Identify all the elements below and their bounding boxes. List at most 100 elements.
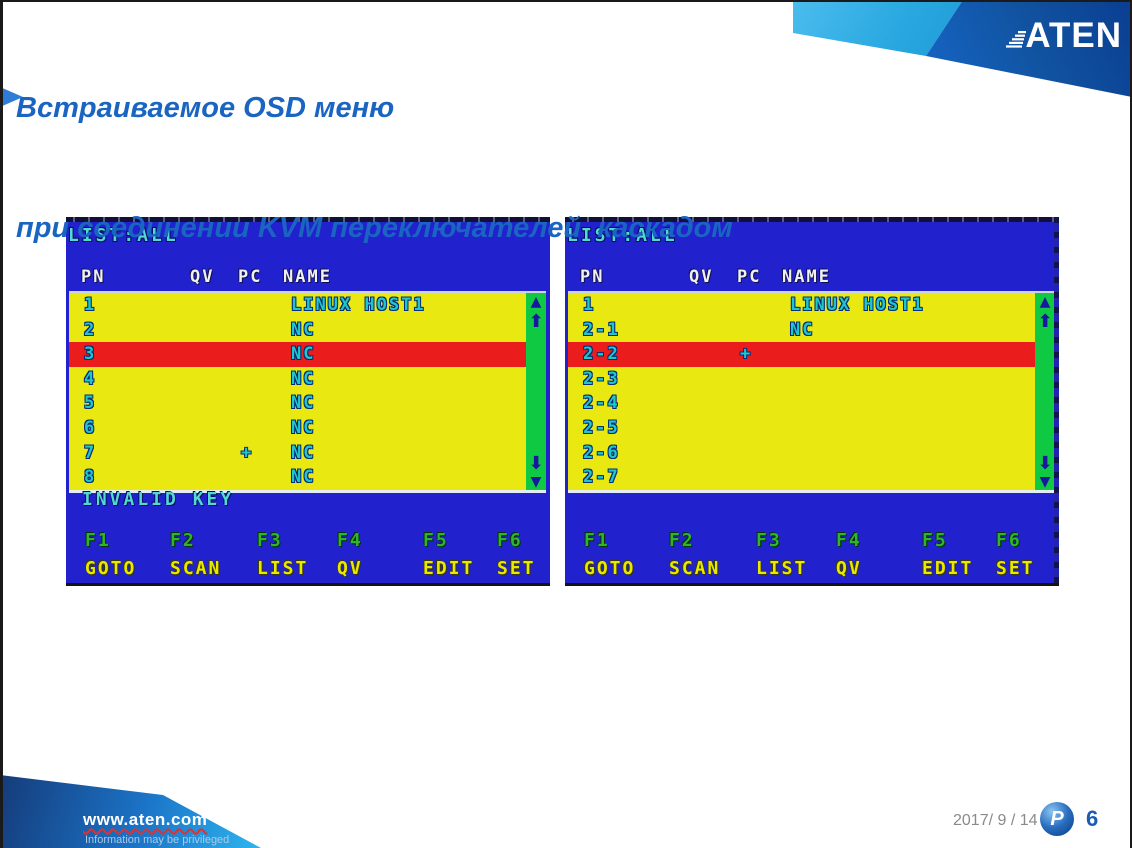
column-header-pc: PC — [238, 267, 263, 287]
function-key-f2: F2 — [669, 530, 695, 551]
aten-logo-stripes-icon — [1006, 31, 1027, 48]
osd-row: 2-6 — [568, 441, 1035, 466]
port-name: NC — [790, 319, 815, 340]
scroll-up-arrow-icon: ⬆ — [528, 311, 544, 332]
port-number: 2-4 — [583, 393, 620, 414]
port-number: 3 — [84, 344, 97, 365]
osd-row: 8 NC — [69, 465, 526, 490]
function-label-goto: GOTO — [584, 558, 636, 579]
osd-row: 5 NC — [69, 391, 526, 416]
scroll-up-arrow-icon: ⬆ — [1037, 311, 1053, 332]
function-label-edit: EDIT — [922, 558, 974, 579]
slide-title-line2: при соединении KVM переключателей каскад… — [16, 212, 733, 244]
osd-row: 2-7 — [568, 465, 1035, 490]
port-number: 6 — [84, 418, 97, 438]
function-label-set: SET — [497, 558, 536, 579]
function-key-f5: F5 — [922, 530, 948, 551]
port-name: LINUX HOST1 — [291, 295, 426, 315]
slide-title: Встраиваемое OSD меню при соединении KVM… — [16, 8, 733, 328]
port-name: NC — [291, 368, 316, 389]
function-label-scan: SCAN — [669, 558, 721, 579]
osd-column-headers: PN QV PC NAME — [66, 267, 550, 289]
port-number: 1 — [84, 295, 97, 315]
port-number: 2-3 — [583, 368, 620, 389]
column-header-pn: PN — [81, 267, 106, 287]
port-number: 2-2 — [583, 344, 620, 365]
port-name: NC — [291, 393, 316, 414]
column-header-name: NAME — [782, 267, 831, 287]
function-label-scan: SCAN — [170, 558, 222, 579]
function-key-f2: F2 — [170, 530, 196, 551]
osd-port-list: ▲ ⬆ ⬇ ▼ 1 LINUX HOST1 2-1 NC 2-2 +2-3 2-4 2-5 2-… — [568, 291, 1055, 493]
function-key-f1: F1 — [85, 530, 111, 551]
osd-screenshot-single: LIST:ALL PN QV PC NAME ▲ ⬆ ⬇ ▼ 1 LINUX HOST1… — [66, 217, 550, 586]
scroll-bottom-triangle-icon: ▼ — [530, 474, 542, 490]
port-name: LINUX HOST1 — [790, 295, 925, 315]
function-key-f5: F5 — [423, 530, 449, 551]
function-key-f4: F4 — [337, 530, 363, 551]
scrollbar: ▲ ⬆ ⬇ ▼ — [1035, 293, 1055, 490]
function-label-list: LIST — [756, 558, 808, 579]
aten-logo: ATEN — [1003, 16, 1122, 56]
column-header-qv: QV — [689, 267, 714, 287]
p-badge-letter: P — [1050, 807, 1064, 830]
port-number: 5 — [84, 393, 97, 414]
function-key-f3: F3 — [257, 530, 283, 551]
osd-row: 1 LINUX HOST1 — [69, 293, 526, 318]
scroll-bottom-triangle-icon: ▼ — [1039, 474, 1051, 490]
pc-online-indicator: + — [740, 344, 753, 365]
function-label-qv: QV — [337, 558, 363, 579]
slide-border-top — [0, 0, 1132, 2]
function-label-goto: GOTO — [85, 558, 137, 579]
scroll-down-arrow-icon: ⬇ — [1037, 453, 1053, 474]
port-number: 2 — [84, 319, 97, 340]
osd-port-list: ▲ ⬆ ⬇ ▼ 1 LINUX HOST1 2 NC 3 NC 4 NC 5 NC 6 NC 7 + NC 8… — [69, 291, 546, 493]
osd-row-selected: 3 NC — [69, 342, 526, 367]
osd-row: 7 + NC — [69, 441, 526, 466]
port-number: 7 — [84, 442, 97, 463]
title-arrow-icon — [0, 87, 23, 107]
osd-row: 2-3 — [568, 367, 1035, 392]
scroll-top-triangle-icon: ▲ — [1039, 294, 1051, 310]
slide-border-right — [1130, 0, 1132, 848]
slide-title-line1: Встраиваемое OSD меню — [16, 92, 395, 124]
osd-row: 6 NC — [69, 416, 526, 441]
column-header-pc: PC — [737, 267, 762, 287]
port-number: 4 — [84, 368, 97, 389]
osd-row: 2-5 — [568, 416, 1035, 441]
function-label-qv: QV — [836, 558, 862, 579]
osd-screenshot-cascaded: LIST:ALL PN QV PC NAME ▲ ⬆ ⬇ ▼ 1 LINUX HOST1… — [565, 217, 1059, 586]
osd-row: 1 LINUX HOST1 — [568, 293, 1035, 318]
port-name: NC — [291, 319, 316, 340]
osd-row: 2-4 — [568, 391, 1035, 416]
aten-website-link[interactable]: www.aten.com — [83, 810, 208, 829]
osd-list-mode-label: LIST:ALL — [68, 225, 179, 246]
osd-column-headers: PN QV PC NAME — [565, 267, 1059, 289]
function-key-f1: F1 — [584, 530, 610, 551]
port-name: NC — [291, 467, 316, 488]
port-name: NC — [291, 442, 316, 463]
p-badge-icon: P — [1040, 802, 1074, 836]
function-key-f4: F4 — [836, 530, 862, 551]
function-key-f6: F6 — [497, 530, 523, 551]
slide-border-left — [0, 0, 3, 848]
pc-online-indicator: + — [241, 442, 254, 463]
osd-row: 2 NC — [69, 318, 526, 343]
column-header-pn: PN — [580, 267, 605, 287]
slide-date: 2017/ 9 / 14 — [953, 812, 1038, 829]
port-number: 2-1 — [583, 319, 620, 340]
osd-row: 2-1 NC — [568, 318, 1035, 343]
osd-row-selected: 2-2 + — [568, 342, 1035, 367]
osd-row: 4 NC — [69, 367, 526, 392]
function-key-f3: F3 — [756, 530, 782, 551]
scroll-down-arrow-icon: ⬇ — [528, 453, 544, 474]
banner-corner: ATEN — [926, 0, 1132, 97]
function-label-set: SET — [996, 558, 1035, 579]
function-label-list: LIST — [257, 558, 309, 579]
scroll-top-triangle-icon: ▲ — [530, 294, 542, 310]
column-header-name: NAME — [283, 267, 332, 287]
function-label-edit: EDIT — [423, 558, 475, 579]
port-number: 2-6 — [583, 442, 620, 463]
scrollbar: ▲ ⬆ ⬇ ▼ — [526, 293, 546, 490]
